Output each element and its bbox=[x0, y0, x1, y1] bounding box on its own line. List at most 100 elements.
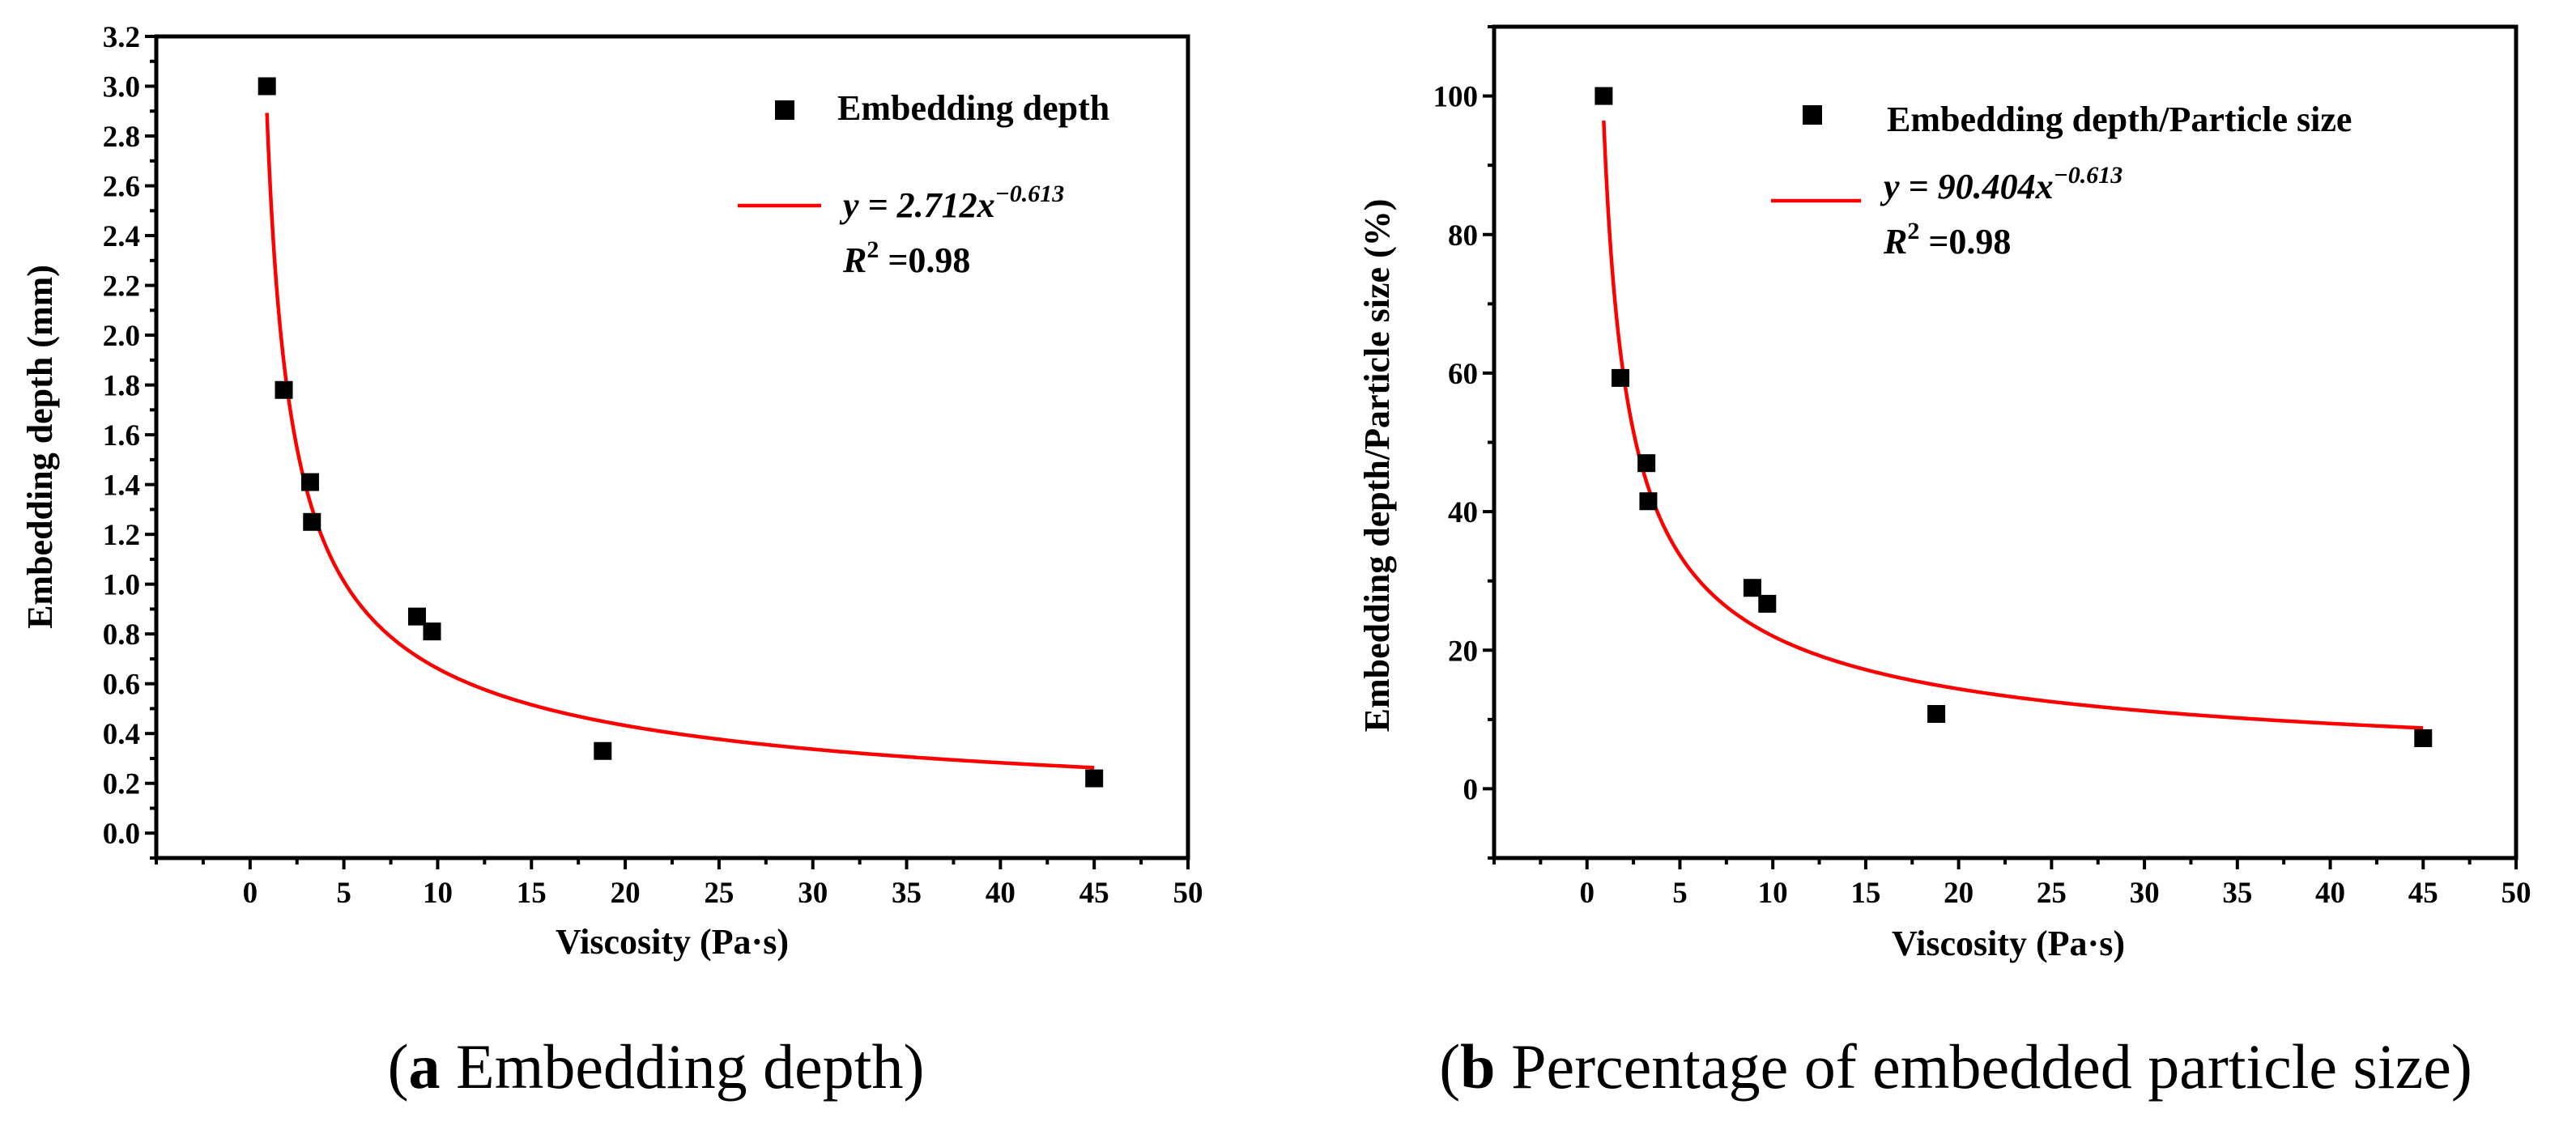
y-tick-label: 2.8 bbox=[103, 121, 140, 154]
caption-text: Embedding depth bbox=[441, 1031, 904, 1102]
x-tick-label: 35 bbox=[2222, 877, 2252, 910]
fit-equation-main: y = 2.712x bbox=[839, 185, 995, 225]
data-point bbox=[258, 77, 276, 96]
legend-marker bbox=[1803, 105, 1822, 125]
legend-marker bbox=[775, 100, 794, 120]
data-point bbox=[300, 473, 319, 491]
axis-ticks bbox=[145, 35, 1190, 869]
legend-label: Embedding depth bbox=[837, 88, 1109, 128]
data-point bbox=[594, 741, 612, 760]
y-tick-label: 2.6 bbox=[103, 171, 140, 204]
y-tick-label: 0.8 bbox=[103, 618, 140, 652]
data-point bbox=[1639, 492, 1658, 511]
y-tick-label: 100 bbox=[1433, 81, 1479, 114]
y-tick-label: 2.4 bbox=[103, 220, 140, 253]
x-axis-title: Viscosity (Pa·s) bbox=[1892, 924, 2125, 963]
x-tick-label: 15 bbox=[517, 877, 547, 910]
y-tick-label: 20 bbox=[1448, 635, 1478, 668]
x-tick-label: 50 bbox=[1173, 877, 1203, 910]
fit-equation-exponent: −0.613 bbox=[2054, 162, 2123, 189]
y-tick-label: 2.0 bbox=[103, 320, 140, 353]
panel-caption: (b Percentage of embedded particle size) bbox=[1439, 1031, 2472, 1102]
data-point bbox=[423, 622, 441, 641]
data-point bbox=[1637, 454, 1656, 473]
plot-frame bbox=[1492, 24, 2519, 860]
y-tick-label: 0.2 bbox=[103, 768, 140, 801]
r-squared: R2 =0.98 bbox=[1883, 218, 2011, 261]
x-tick-label: 50 bbox=[2501, 877, 2531, 910]
legend-label: Embedding depth/Particle size bbox=[1887, 100, 2352, 139]
y-axis-title: Embedding depth/Particle size (%) bbox=[1357, 199, 1397, 733]
x-tick-label: 10 bbox=[1758, 877, 1788, 910]
x-tick-label: 30 bbox=[2130, 877, 2160, 910]
r-squared-sup: 2 bbox=[1907, 218, 1919, 244]
x-tick-label: 40 bbox=[2315, 877, 2345, 910]
chart-panel-a: 0 5 10 15 20 25 30 35 40 45 50 0.0 0.2 0.4 0.6 0.8 1.0 1… bbox=[20, 21, 1203, 1102]
x-tick-label: 15 bbox=[1850, 877, 1880, 910]
x-tick-label: 10 bbox=[423, 877, 453, 910]
y-tick-label: 2.2 bbox=[103, 270, 140, 304]
r-squared-symbol: R bbox=[842, 240, 866, 280]
r-squared-value: =0.98 bbox=[879, 240, 970, 280]
x-tick-labels: 0 5 10 15 20 25 30 35 40 45 50 bbox=[1579, 877, 2531, 910]
y-tick-label: 60 bbox=[1448, 358, 1478, 391]
r-squared-value: =0.98 bbox=[1919, 222, 2011, 261]
fit-equation-exponent: −0.613 bbox=[995, 181, 1065, 207]
fit-equation: y = 2.712x−0.613 bbox=[839, 181, 1064, 225]
y-tick-label: 1.0 bbox=[103, 569, 140, 602]
y-axis-title: Embedding depth (mm) bbox=[20, 265, 60, 629]
data-points bbox=[1595, 87, 2433, 747]
x-tick-label: 45 bbox=[1079, 877, 1109, 910]
caption-label: b bbox=[1460, 1031, 1495, 1102]
x-tick-label: 0 bbox=[1579, 877, 1595, 910]
x-tick-label: 25 bbox=[704, 877, 734, 910]
r-squared-symbol: R bbox=[1883, 222, 1907, 261]
fit-equation: y = 90.404x−0.613 bbox=[1880, 162, 2123, 206]
x-tick-label: 45 bbox=[2408, 877, 2438, 910]
fit-curve bbox=[265, 113, 1095, 770]
y-tick-label: 0 bbox=[1463, 773, 1479, 806]
data-point bbox=[1927, 704, 1946, 723]
r-squared: R2 =0.98 bbox=[842, 236, 970, 280]
y-tick-label: 40 bbox=[1448, 496, 1478, 529]
caption-label: a bbox=[409, 1031, 441, 1102]
x-tick-label: 35 bbox=[892, 877, 922, 910]
x-tick-label: 30 bbox=[798, 877, 828, 910]
caption-text: Percentage of embedded particle size bbox=[1496, 1031, 2451, 1102]
x-axis-title: Viscosity (Pa·s) bbox=[556, 922, 789, 962]
x-tick-labels: 0 5 10 15 20 25 30 35 40 45 50 bbox=[243, 877, 1203, 910]
y-tick-label: 3.0 bbox=[103, 71, 140, 104]
x-tick-label: 20 bbox=[1944, 877, 1974, 910]
y-tick-label: 1.4 bbox=[103, 469, 140, 503]
chart-panel-b: 0 5 10 15 20 25 30 35 40 45 50 0 20 40 60 80 100 Viscos… bbox=[1357, 24, 2531, 1102]
y-tick-label: 80 bbox=[1448, 219, 1478, 253]
data-points bbox=[258, 77, 1104, 788]
data-point bbox=[1743, 579, 1761, 597]
panel-caption: (a Embedding depth) bbox=[388, 1031, 925, 1102]
y-tick-label: 0.0 bbox=[103, 818, 140, 851]
fit-curve bbox=[1602, 121, 2424, 730]
data-point bbox=[1758, 594, 1777, 613]
x-tick-label: 20 bbox=[611, 877, 641, 910]
x-tick-label: 5 bbox=[1672, 877, 1688, 910]
data-point bbox=[1595, 87, 1613, 105]
x-tick-label: 40 bbox=[986, 877, 1015, 910]
y-tick-label: 1.6 bbox=[103, 419, 140, 452]
r-squared-sup: 2 bbox=[866, 236, 879, 263]
data-point bbox=[275, 380, 293, 399]
x-tick-label: 25 bbox=[2037, 877, 2067, 910]
y-tick-labels: 0 20 40 60 80 100 bbox=[1433, 81, 1479, 807]
y-tick-labels: 0.0 0.2 0.4 0.6 0.8 1.0 1.2 1.4 1.6 1.8 2.0 2.2 2.4 2… bbox=[103, 21, 140, 851]
x-tick-label: 0 bbox=[243, 877, 258, 910]
y-tick-label: 3.2 bbox=[103, 21, 140, 54]
data-point bbox=[407, 607, 426, 626]
data-point bbox=[1085, 769, 1104, 788]
x-tick-label: 5 bbox=[336, 877, 351, 910]
y-tick-label: 0.6 bbox=[103, 669, 140, 702]
data-point bbox=[303, 512, 321, 531]
fit-equation-main: y = 90.404x bbox=[1880, 167, 2054, 206]
y-tick-label: 1.2 bbox=[103, 519, 140, 552]
axis-ticks bbox=[1483, 25, 2518, 869]
data-point bbox=[2414, 729, 2433, 747]
